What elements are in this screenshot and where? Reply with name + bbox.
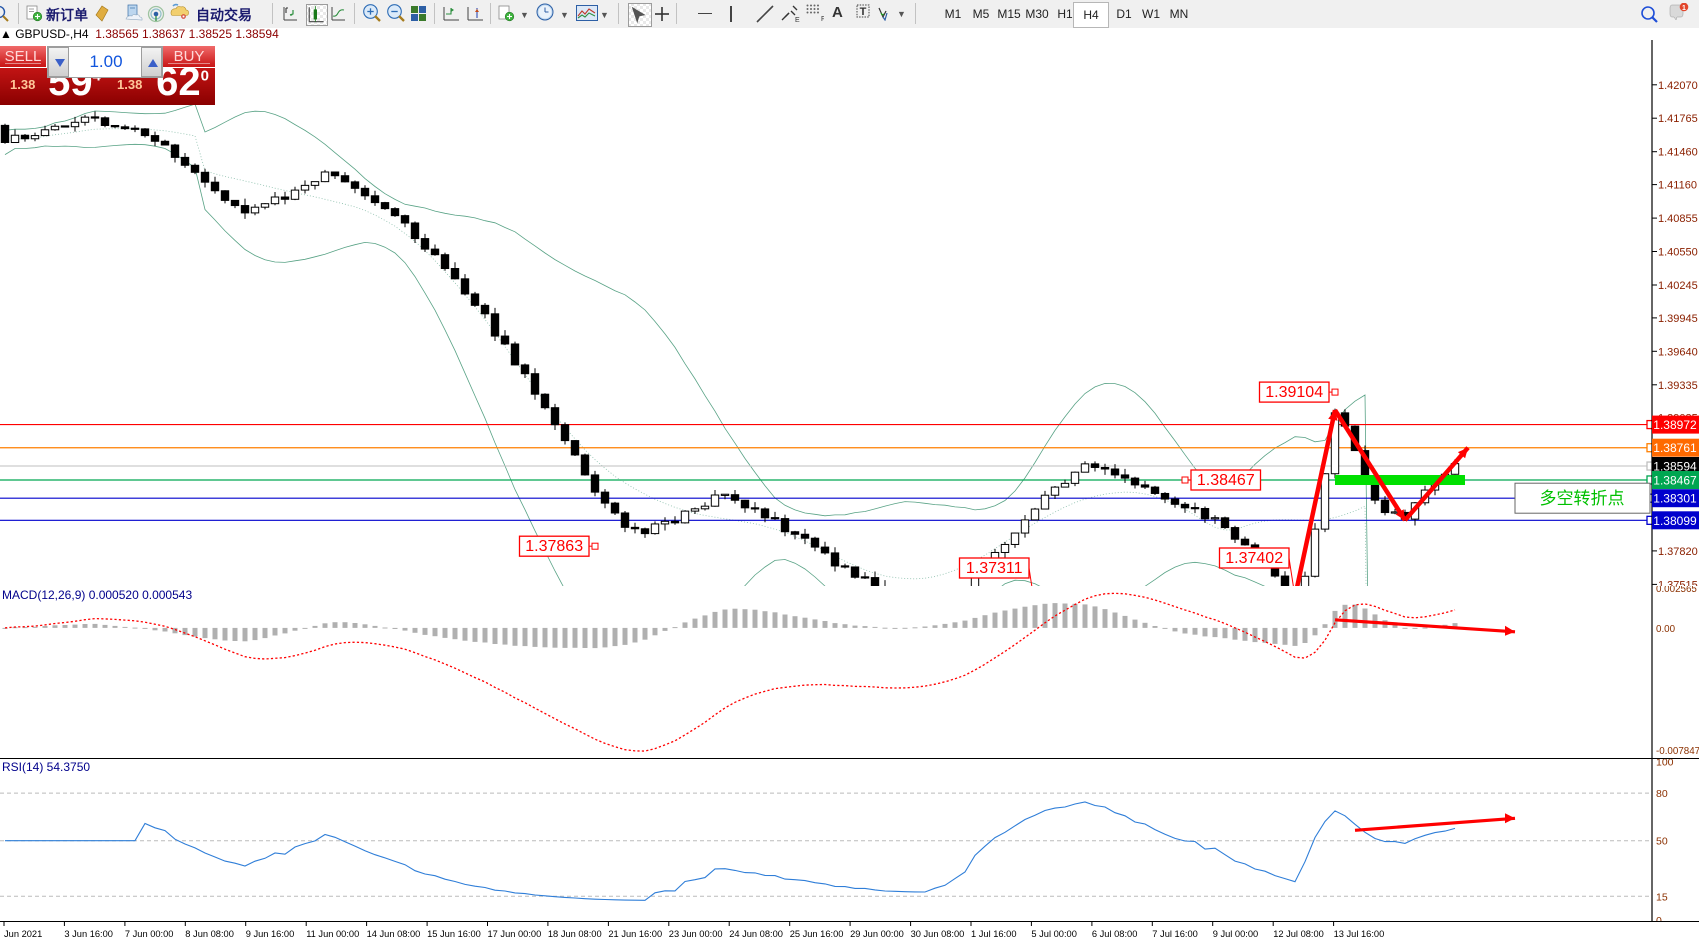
svg-text:7 Jun 00:00: 7 Jun 00:00 <box>125 929 174 939</box>
svg-text:Jun 2021: Jun 2021 <box>4 929 42 939</box>
svg-text:1.37402: 1.37402 <box>1225 550 1283 567</box>
svg-text:多空转折点: 多空转折点 <box>1540 489 1625 508</box>
svg-text:29 Jun 00:00: 29 Jun 00:00 <box>850 929 904 939</box>
svg-text:1.40550: 1.40550 <box>1658 247 1698 259</box>
svg-text:1.37311: 1.37311 <box>966 560 1023 577</box>
svg-text:1.38467: 1.38467 <box>1197 472 1255 489</box>
svg-text:30 Jun 08:00: 30 Jun 08:00 <box>911 929 965 939</box>
svg-text:8 Jun 08:00: 8 Jun 08:00 <box>185 929 234 939</box>
svg-text:1.41765: 1.41765 <box>1658 113 1698 125</box>
svg-text:7 Jul 16:00: 7 Jul 16:00 <box>1152 929 1198 939</box>
svg-text:1.38972: 1.38972 <box>1653 418 1697 432</box>
svg-text:1 Jul 16:00: 1 Jul 16:00 <box>971 929 1017 939</box>
svg-text:1.40245: 1.40245 <box>1658 280 1698 292</box>
svg-text:15 Jun 16:00: 15 Jun 16:00 <box>427 929 481 939</box>
svg-text:1.40855: 1.40855 <box>1658 213 1698 225</box>
svg-text:0.00: 0.00 <box>1656 624 1676 635</box>
svg-text:12 Jul 08:00: 12 Jul 08:00 <box>1273 929 1324 939</box>
svg-text:1.39640: 1.39640 <box>1658 346 1698 358</box>
svg-text:14 Jun 08:00: 14 Jun 08:00 <box>367 929 421 939</box>
svg-text:1.41160: 1.41160 <box>1658 180 1697 192</box>
svg-text:1.38099: 1.38099 <box>1653 514 1697 528</box>
svg-text:17 Jun 00:00: 17 Jun 00:00 <box>488 929 542 939</box>
svg-text:80: 80 <box>1656 788 1668 800</box>
svg-text:15: 15 <box>1656 891 1668 903</box>
svg-text:3 Jun 16:00: 3 Jun 16:00 <box>64 929 113 939</box>
svg-text:5 Jul 00:00: 5 Jul 00:00 <box>1031 929 1077 939</box>
svg-text:6 Jul 08:00: 6 Jul 08:00 <box>1092 929 1138 939</box>
svg-text:1.37515: 1.37515 <box>1658 579 1698 586</box>
svg-text:-0.007847: -0.007847 <box>1656 746 1699 757</box>
svg-text:11 Jun 00:00: 11 Jun 00:00 <box>306 929 359 939</box>
svg-text:24 Jun 08:00: 24 Jun 08:00 <box>729 929 783 939</box>
svg-text:1.41460: 1.41460 <box>1658 147 1698 159</box>
svg-text:1: 1 <box>1682 5 1686 12</box>
svg-text:0: 0 <box>1656 915 1662 921</box>
svg-text:9 Jul 00:00: 9 Jul 00:00 <box>1213 929 1259 939</box>
svg-text:1.39104: 1.39104 <box>1265 384 1323 401</box>
svg-text:23 Jun 00:00: 23 Jun 00:00 <box>669 929 723 939</box>
svg-text:1.39945: 1.39945 <box>1658 313 1698 325</box>
svg-text:25 Jun 16:00: 25 Jun 16:00 <box>790 929 844 939</box>
svg-text:F: F <box>821 16 824 22</box>
svg-text:1.38467: 1.38467 <box>1653 474 1697 488</box>
svg-text:50: 50 <box>1656 836 1668 848</box>
svg-text:1.39335: 1.39335 <box>1658 380 1698 392</box>
svg-text:100: 100 <box>1656 758 1674 768</box>
svg-text:13 Jul 16:00: 13 Jul 16:00 <box>1334 929 1385 939</box>
svg-text:T: T <box>860 6 867 18</box>
svg-text:18 Jun 08:00: 18 Jun 08:00 <box>548 929 602 939</box>
svg-text:1.37863: 1.37863 <box>525 538 583 555</box>
svg-text:1.42070: 1.42070 <box>1658 80 1698 92</box>
svg-text:1.38761: 1.38761 <box>1653 441 1697 455</box>
svg-text:1.38301: 1.38301 <box>1653 492 1697 506</box>
svg-text:21 Jun 16:00: 21 Jun 16:00 <box>608 929 662 939</box>
svg-text:9 Jun 16:00: 9 Jun 16:00 <box>246 929 295 939</box>
svg-text:1.37820: 1.37820 <box>1658 546 1698 558</box>
svg-text:0.002565: 0.002565 <box>1656 586 1697 595</box>
svg-text:E: E <box>795 17 800 23</box>
